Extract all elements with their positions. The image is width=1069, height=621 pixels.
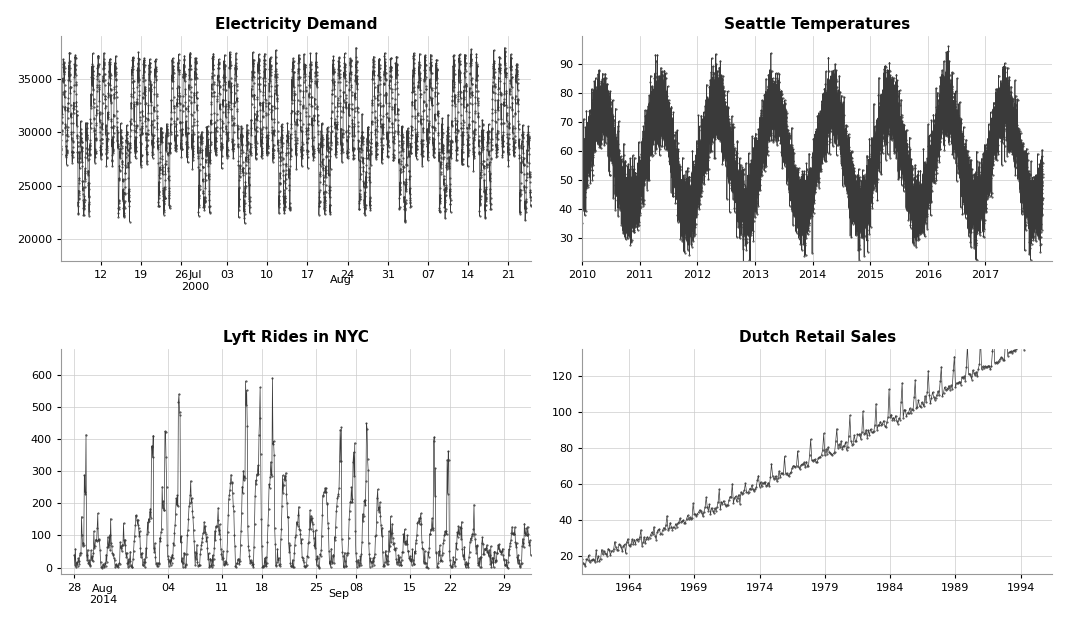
Title: Seattle Temperatures: Seattle Temperatures bbox=[724, 17, 911, 32]
Title: Lyft Rides in NYC: Lyft Rides in NYC bbox=[223, 330, 369, 345]
Text: Jul
2000: Jul 2000 bbox=[181, 271, 208, 292]
Text: Aug: Aug bbox=[329, 275, 352, 285]
Title: Electricity Demand: Electricity Demand bbox=[215, 17, 377, 32]
Text: Aug
2014: Aug 2014 bbox=[89, 584, 118, 605]
Text: Sep: Sep bbox=[328, 589, 348, 599]
Title: Dutch Retail Sales: Dutch Retail Sales bbox=[739, 330, 896, 345]
